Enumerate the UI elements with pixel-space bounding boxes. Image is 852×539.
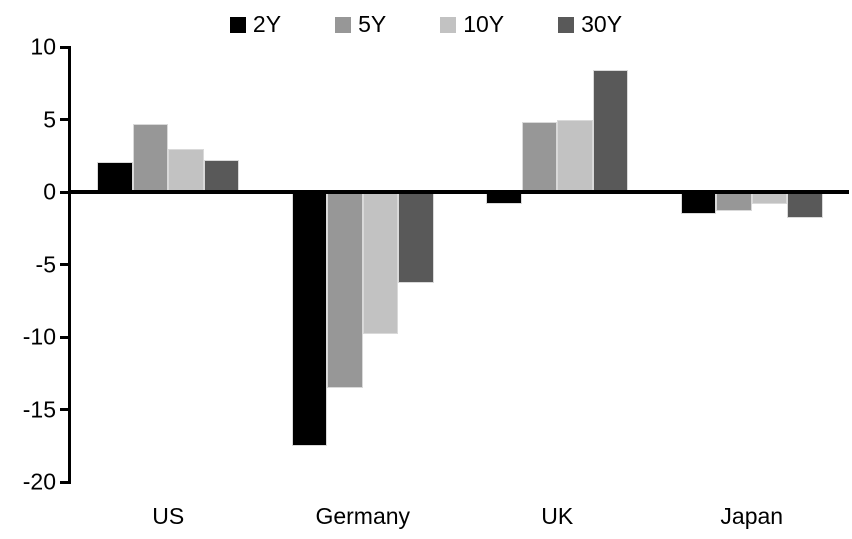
- legend-item-2y: 2Y: [229, 11, 282, 37]
- bar-10y-germany: [362, 192, 399, 335]
- y-tick-mark: [60, 190, 71, 194]
- legend-label-30y: 30Y: [581, 11, 623, 37]
- legend-label-2y: 2Y: [252, 11, 282, 37]
- y-tick-mark: [60, 118, 71, 121]
- bar-5y-germany: [327, 192, 363, 388]
- y-tick-mark: [60, 45, 71, 49]
- legend-label-5y: 5Y: [358, 11, 387, 37]
- legend-label-10y: 10Y: [463, 11, 505, 37]
- chart-legend: 2Y 5Y 10Y 30Y: [0, 13, 852, 36]
- x-category-label: US: [152, 503, 185, 529]
- legend-swatch-2y: [229, 16, 246, 33]
- bar-10y-uk: [557, 119, 593, 192]
- y-tick-label: -20: [22, 468, 56, 495]
- bar-2y-japan: [680, 192, 717, 214]
- x-category-label: UK: [541, 503, 574, 529]
- bar-30y-germany: [398, 192, 434, 284]
- y-tick-label: -15: [22, 396, 56, 422]
- bar-30y-us: [203, 160, 240, 192]
- bar-2y-germany: [291, 192, 328, 446]
- x-category-label: Germany: [315, 503, 411, 529]
- bar-30y-japan: [787, 192, 823, 219]
- y-tick-mark: [60, 335, 71, 339]
- bar-2y-us: [97, 161, 133, 192]
- bar-10y-us: [168, 148, 204, 192]
- zero-baseline: [68, 190, 849, 194]
- y-axis-line: [68, 45, 71, 484]
- x-category-label: Japan: [720, 503, 784, 529]
- y-tick-label: 10: [30, 33, 56, 60]
- bar-5y-us: [132, 123, 169, 192]
- y-tick-label: 5: [43, 106, 56, 132]
- legend-item-5y: 5Y: [335, 13, 386, 36]
- y-tick-mark: [60, 408, 71, 411]
- bar-5y-uk: [521, 122, 558, 192]
- y-tick-mark: [60, 480, 71, 484]
- bar-30y-uk: [592, 70, 629, 192]
- legend-swatch-30y: [558, 16, 575, 33]
- bar-5y-japan: [716, 192, 752, 211]
- y-tick-label: -5: [35, 251, 56, 277]
- y-tick-label: 0: [43, 178, 56, 205]
- y-tick-mark: [60, 263, 71, 266]
- legend-swatch-10y: [440, 16, 457, 33]
- legend-item-30y: 30Y: [558, 13, 622, 36]
- legend-item-10y: 10Y: [440, 13, 504, 36]
- y-tick-label: -10: [22, 323, 56, 350]
- legend-swatch-5y: [335, 16, 352, 33]
